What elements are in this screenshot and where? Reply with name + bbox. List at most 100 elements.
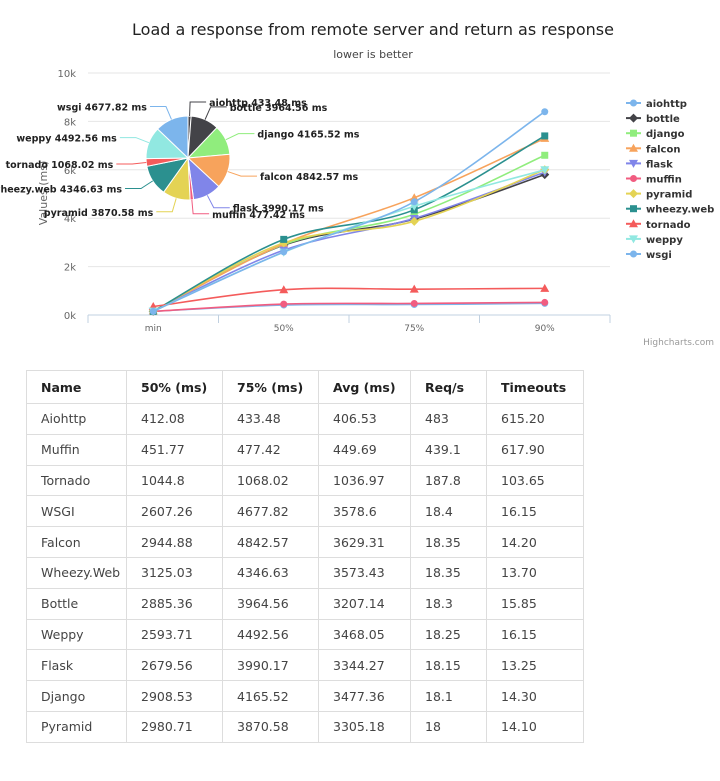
table-cell: 14.10 (486, 710, 584, 743)
data-point[interactable] (410, 198, 418, 206)
legend-marker[interactable] (629, 235, 638, 244)
legend-label[interactable]: wheezy.web (646, 205, 714, 216)
table-cell: 3344.27 (318, 649, 411, 682)
table-cell: 13.25 (486, 649, 584, 682)
legend-label[interactable]: falcon (646, 144, 680, 155)
legend[interactable]: aiohttp bottle django falcon flask muffin pyra… (626, 99, 714, 261)
data-point[interactable] (280, 248, 288, 256)
table-cell: 18.25 (410, 618, 487, 651)
legend-label[interactable]: wsgi (646, 250, 672, 261)
legend-item-weppy[interactable]: weppy (626, 235, 683, 246)
legend-item-muffin[interactable]: muffin (626, 175, 682, 186)
legend-label[interactable]: muffin (646, 175, 682, 186)
legend-item-falcon[interactable]: falcon (626, 143, 680, 156)
x-tick-label: 75% (404, 324, 424, 334)
table-cell: 2908.53 (126, 680, 223, 712)
legend-label[interactable]: weppy (646, 235, 683, 246)
legend-item-django[interactable]: django (626, 129, 685, 140)
legend-marker[interactable] (630, 205, 637, 213)
data-point[interactable] (540, 166, 550, 175)
series-line[interactable] (152, 135, 546, 313)
data-point[interactable] (541, 298, 549, 306)
series-muffin[interactable] (149, 298, 549, 315)
legend-item-aiohttp[interactable]: aiohttp (626, 99, 687, 110)
legend-marker[interactable] (630, 250, 637, 258)
table-cell: 103.65 (486, 464, 584, 497)
data-point[interactable] (541, 151, 549, 159)
legend-label[interactable]: aiohttp (646, 99, 687, 110)
series-tornado[interactable] (148, 283, 550, 311)
pie-connector (116, 162, 147, 165)
pie-label: aiohttp 433.48 ms (209, 98, 307, 109)
table-cell: 2593.71 (126, 618, 223, 651)
table-cell: 3629.31 (318, 526, 411, 558)
legend-item-pyramid[interactable]: pyramid (626, 189, 692, 201)
table-row: Flask 2679.56 3990.17 3344.27 18.15 13.25 (26, 649, 584, 682)
legend-label[interactable]: django (646, 129, 685, 140)
series-line[interactable] (152, 171, 546, 313)
table-cell: 3477.36 (318, 680, 411, 712)
table-cell: 2885.36 (126, 587, 223, 620)
legend-item-wheezy.web[interactable]: wheezy.web (626, 205, 714, 216)
table-cell: 16.15 (486, 618, 584, 651)
legend-marker[interactable] (629, 113, 638, 123)
series-line[interactable] (152, 137, 546, 312)
legend-label[interactable]: bottle (646, 114, 680, 125)
benchmark-chart: Load a response from remote server and r… (0, 20, 714, 348)
series-line[interactable] (153, 301, 545, 313)
table-cell: 483 (410, 403, 487, 435)
table-row: Django 2908.53 4165.52 3477.36 18.1 14.30 (26, 680, 584, 712)
table-cell: 477.42 (222, 433, 319, 466)
table-cell: 617.90 (486, 433, 584, 466)
legend-marker[interactable] (630, 99, 637, 107)
legend-marker[interactable] (629, 159, 638, 168)
table-cell: 3468.05 (318, 618, 411, 651)
data-point[interactable] (280, 300, 288, 308)
table-cell: 16.15 (486, 495, 584, 528)
table-cell: 2980.71 (126, 710, 223, 743)
data-point[interactable] (409, 284, 419, 293)
data-point[interactable] (410, 299, 418, 307)
table-cell: 3573.43 (318, 556, 411, 589)
legend-marker[interactable] (630, 129, 637, 137)
y-axis-title: Values (ms) (37, 161, 50, 225)
table-cell: 406.53 (318, 403, 411, 435)
data-point[interactable] (410, 210, 418, 218)
data-point[interactable] (540, 283, 550, 292)
x-tick-label: 50% (274, 324, 294, 334)
data-point[interactable] (280, 235, 288, 243)
pie-label: wsgi 4677.82 ms (57, 103, 147, 114)
legend-marker[interactable] (630, 175, 637, 182)
legend-marker[interactable] (629, 189, 638, 199)
legend-item-tornado[interactable]: tornado (626, 219, 691, 231)
legend-marker[interactable] (629, 219, 638, 228)
table-cell: 13.70 (486, 556, 584, 589)
legend-item-wsgi[interactable]: wsgi (626, 250, 672, 261)
data-point[interactable] (279, 285, 289, 294)
series-line[interactable] (152, 111, 546, 313)
legend-item-bottle[interactable]: bottle (626, 113, 680, 126)
table-header-row: Name 50% (ms) 75% (ms) Avg (ms) Req/s Timeout… (26, 370, 584, 404)
legend-label[interactable]: tornado (646, 220, 691, 231)
pie-slice-wsgi[interactable] (156, 115, 189, 160)
legend-item-flask[interactable]: flask (626, 159, 673, 170)
legend-label[interactable]: pyramid (646, 190, 692, 201)
series-line[interactable] (153, 287, 545, 308)
pie-connector (191, 199, 210, 215)
chart-title: Load a response from remote server and r… (132, 20, 614, 39)
table-row: Weppy 2593.71 4492.56 3468.05 18.25 16.15 (26, 618, 584, 651)
series-wsgi[interactable] (149, 108, 549, 315)
table-cell: 3870.58 (222, 710, 319, 743)
legend-marker[interactable] (629, 143, 638, 152)
data-point[interactable] (409, 216, 419, 226)
data-point[interactable] (409, 202, 419, 211)
data-point[interactable] (541, 132, 549, 140)
table-row: Muffin 451.77 477.42 449.69 439.1 617.90 (26, 433, 584, 466)
series-line[interactable] (152, 169, 546, 312)
x-tick-label: 90% (535, 324, 555, 334)
credits-link[interactable]: Highcharts.com (643, 338, 714, 348)
table-cell: 3125.03 (126, 556, 223, 589)
data-point[interactable] (541, 108, 549, 116)
data-point[interactable] (149, 307, 157, 315)
legend-label[interactable]: flask (646, 159, 673, 170)
